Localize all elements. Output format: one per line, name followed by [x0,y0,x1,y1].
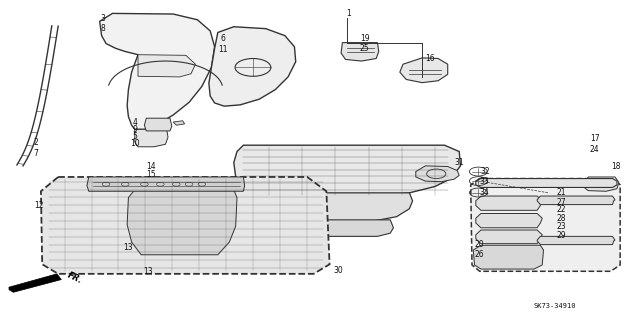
Polygon shape [9,274,61,292]
Polygon shape [476,230,542,244]
Text: 5: 5 [132,132,137,141]
Text: 30: 30 [333,265,343,275]
Polygon shape [470,179,620,271]
Text: 34: 34 [480,188,490,197]
Polygon shape [416,166,460,182]
Text: 32: 32 [480,167,490,176]
Polygon shape [127,182,237,255]
Polygon shape [537,196,615,204]
Text: 25: 25 [360,44,369,54]
Text: 22: 22 [557,205,566,214]
Text: 27: 27 [557,198,566,207]
Polygon shape [341,43,379,61]
Polygon shape [145,118,172,131]
Text: 6: 6 [221,34,225,43]
Polygon shape [264,193,413,223]
Text: 7: 7 [33,149,38,158]
Text: 18: 18 [611,162,620,171]
Polygon shape [138,55,195,77]
Text: 11: 11 [218,45,228,55]
Text: 3: 3 [100,14,106,23]
Text: 33: 33 [480,177,490,186]
Text: 14: 14 [146,162,156,171]
Polygon shape [135,129,168,147]
Polygon shape [209,27,296,106]
Text: 13: 13 [124,243,133,252]
Text: 4: 4 [132,117,137,127]
Text: 20: 20 [475,240,484,249]
Polygon shape [87,177,244,191]
Text: 2: 2 [33,137,38,146]
Text: SK73-34910: SK73-34910 [534,303,576,309]
Polygon shape [583,177,619,191]
Polygon shape [280,220,394,236]
Text: 10: 10 [130,139,140,148]
Polygon shape [173,121,184,125]
Polygon shape [476,213,542,228]
Polygon shape [9,287,13,292]
Polygon shape [41,177,330,274]
Text: 19: 19 [360,34,369,43]
Text: 29: 29 [557,231,566,240]
Text: 16: 16 [425,54,435,63]
Text: 31: 31 [454,158,464,167]
Text: 9: 9 [132,125,137,134]
Text: 24: 24 [590,145,600,153]
Polygon shape [476,196,542,210]
Polygon shape [537,236,615,245]
Text: 21: 21 [557,188,566,197]
Text: 26: 26 [475,250,484,259]
Text: 15: 15 [146,170,156,179]
Text: 23: 23 [557,222,566,231]
Text: 17: 17 [590,134,600,143]
Polygon shape [476,179,617,188]
Text: 28: 28 [557,214,566,223]
Text: 12: 12 [35,201,44,210]
Text: 8: 8 [100,24,105,33]
Text: 1: 1 [346,9,351,18]
Text: 13: 13 [143,267,152,276]
Polygon shape [400,58,448,83]
Polygon shape [234,145,461,197]
Polygon shape [473,245,543,269]
Polygon shape [100,13,214,129]
Text: FR.: FR. [66,270,84,285]
